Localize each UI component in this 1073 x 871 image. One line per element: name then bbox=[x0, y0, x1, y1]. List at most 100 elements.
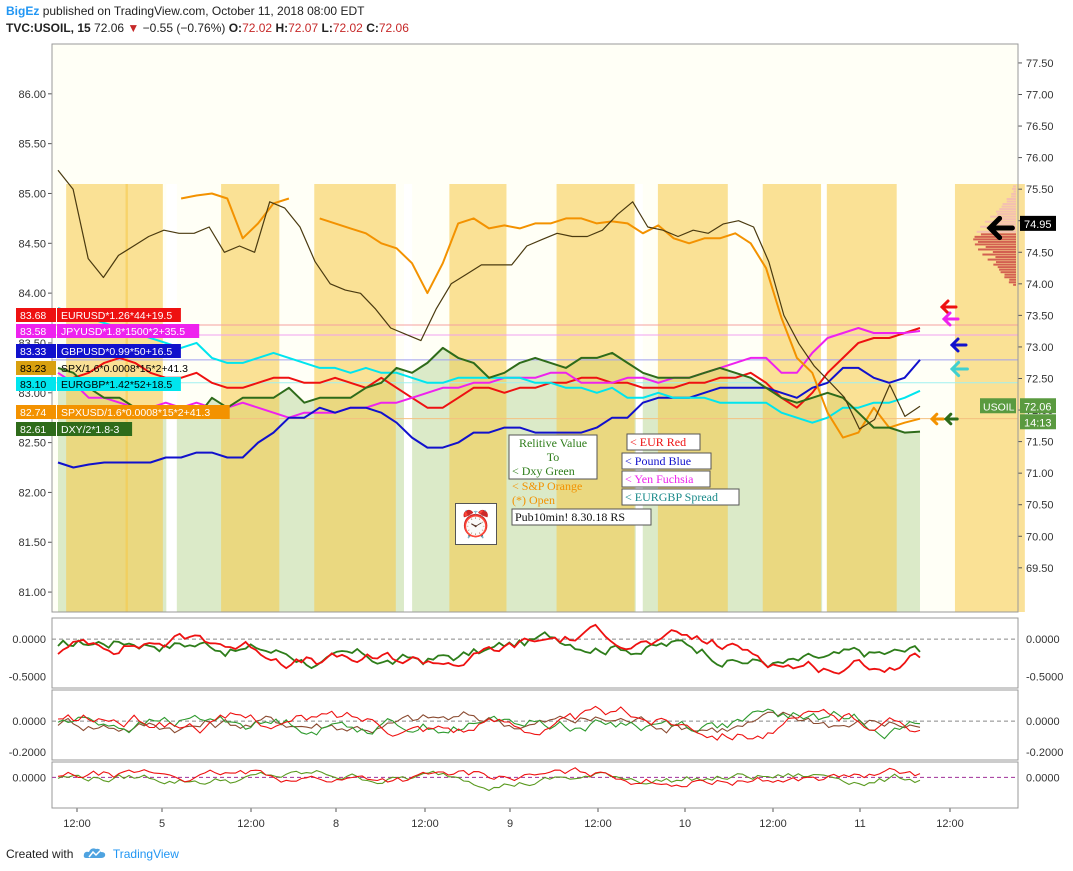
low-value: 72.02 bbox=[332, 21, 363, 35]
series-name-tag bbox=[57, 377, 181, 391]
right-axis-label: 70.00 bbox=[1026, 531, 1054, 543]
time-axis-label: 12:00 bbox=[584, 818, 612, 830]
right-axis-label: 77.50 bbox=[1026, 58, 1054, 70]
annotation-text: < S&P Orange bbox=[512, 479, 582, 493]
annotation-frame bbox=[626, 433, 701, 451]
annotation-frame bbox=[621, 452, 712, 470]
oscillator-line bbox=[57, 631, 921, 670]
left-arrow-icon bbox=[986, 215, 1015, 241]
volume-profile-bar bbox=[985, 245, 1016, 248]
annotation-text: < EURGBP Spread bbox=[625, 490, 718, 504]
oscillator-left-label: 0.0000 bbox=[12, 634, 46, 646]
session-gap bbox=[403, 184, 413, 612]
left-axis-label: 82.00 bbox=[18, 487, 46, 499]
volume-profile-bar bbox=[997, 213, 1016, 216]
right-axis-label: 70.50 bbox=[1026, 500, 1054, 512]
volume-profile-bar bbox=[1006, 197, 1016, 200]
series-line bbox=[57, 327, 921, 419]
time-axis-label: 12:00 bbox=[759, 818, 787, 830]
session-band bbox=[954, 184, 1025, 612]
left-axis-label: 84.50 bbox=[18, 238, 46, 250]
left-axis-label: 82.50 bbox=[18, 438, 46, 450]
annotation-box: < Pound Blue bbox=[621, 452, 712, 470]
oscillator-right-label: 0.0000 bbox=[1026, 634, 1060, 646]
left-arrow-icon bbox=[929, 412, 945, 426]
author-name[interactable]: BigEz bbox=[6, 4, 40, 18]
annotation-frame bbox=[508, 434, 598, 480]
series-value: 82.61 bbox=[20, 424, 46, 436]
series-value-tag bbox=[16, 377, 56, 391]
series-value-tag bbox=[16, 405, 56, 419]
series-value: 83.68 bbox=[20, 310, 46, 322]
left-axis-label: 84.00 bbox=[18, 288, 46, 300]
series-name-tag bbox=[57, 405, 230, 419]
time-axis-label: 8 bbox=[333, 818, 339, 830]
series-name-label: SPXUSD/1.6*0.0008*15*2+41.3 bbox=[61, 407, 210, 419]
volume-profile-bar bbox=[982, 253, 1016, 256]
oscillator-left-label: 0.0000 bbox=[12, 716, 46, 728]
symbol-tag-label: USOIL bbox=[983, 401, 1015, 413]
left-axis-label: 81.50 bbox=[18, 537, 46, 549]
oscillator-panel bbox=[51, 617, 1019, 689]
right-axis-label: 73.50 bbox=[1026, 310, 1054, 322]
volume-profile-bar bbox=[984, 220, 1016, 223]
session-band bbox=[824, 184, 897, 612]
oscillator-left-label: -0.5000 bbox=[9, 672, 46, 684]
volume-profile-bar bbox=[1001, 205, 1016, 208]
oscillator-right-label: 0.0000 bbox=[1026, 772, 1060, 784]
series-value: 83.33 bbox=[20, 346, 46, 358]
series-value-tag bbox=[16, 308, 56, 322]
tradingview-link[interactable]: TradingView bbox=[112, 847, 179, 861]
right-axis-label: 73.00 bbox=[1026, 342, 1054, 354]
oscillator-line bbox=[57, 767, 921, 788]
annotation-box: Pub10min! 8.30.18 RS bbox=[511, 508, 652, 526]
session-gap bbox=[822, 184, 827, 612]
arrow-stroke bbox=[949, 337, 968, 353]
volume-profile-bar bbox=[1013, 283, 1016, 286]
series-name-tag bbox=[57, 324, 200, 338]
volume-profile-bar bbox=[1002, 203, 1016, 206]
open-value: 72.02 bbox=[242, 21, 273, 35]
price-tag bbox=[1020, 398, 1056, 414]
volume-profile-bar bbox=[1004, 273, 1016, 276]
annotation-box: < EUR Red bbox=[626, 433, 701, 451]
time-axis-label: 12:00 bbox=[237, 818, 265, 830]
time-axis-label: 10 bbox=[679, 818, 691, 830]
series-line bbox=[180, 192, 921, 439]
series-name-tag bbox=[57, 422, 133, 436]
volume-profile-bar bbox=[993, 263, 1016, 266]
time-axis-label: 5 bbox=[159, 818, 165, 830]
series-value-tag bbox=[16, 324, 56, 338]
oscillator-panel bbox=[51, 761, 1019, 809]
volume-profile-bar bbox=[995, 256, 1016, 259]
close-label: C: bbox=[366, 21, 379, 35]
volume-profile-bar bbox=[1012, 187, 1016, 190]
series-line bbox=[57, 327, 921, 409]
symbol-name: TVC:USOIL, 15 bbox=[6, 21, 91, 35]
series-name-label: EURUSD*1.26*44+19.5 bbox=[61, 310, 172, 322]
series-name-label: SPX/1.6*0.0008*15*2+41.3 bbox=[61, 363, 188, 375]
session-band bbox=[556, 184, 635, 612]
arrow-stroke bbox=[941, 311, 960, 327]
close-value: 72.06 bbox=[378, 21, 409, 35]
series-value: 82.74 bbox=[20, 407, 46, 419]
volume-profile-bar bbox=[1011, 195, 1016, 198]
symbol-tag bbox=[980, 398, 1016, 414]
right-axis-label: 76.00 bbox=[1026, 153, 1054, 165]
series-value-tag bbox=[16, 422, 56, 436]
volume-profile-bar bbox=[999, 208, 1016, 211]
right-axis-label: 74.50 bbox=[1026, 247, 1054, 259]
volume-price-tag bbox=[1020, 215, 1056, 231]
left-arrow-icon bbox=[949, 337, 968, 353]
series-name-label: DXY/2*1.8-3 bbox=[61, 424, 120, 436]
volume-profile-bar bbox=[990, 215, 1016, 218]
oscillator-line bbox=[57, 770, 921, 792]
oscillator-right-label: -0.2000 bbox=[1026, 747, 1063, 759]
volume-profile-bar bbox=[987, 258, 1016, 261]
alarm-clock-icon[interactable]: ⏰ bbox=[455, 503, 497, 545]
annotation-frame bbox=[621, 488, 740, 506]
right-axis-label: 69.50 bbox=[1026, 563, 1054, 575]
left-axis-label: 86.00 bbox=[18, 89, 46, 101]
volume-profile-bar bbox=[1013, 190, 1016, 193]
